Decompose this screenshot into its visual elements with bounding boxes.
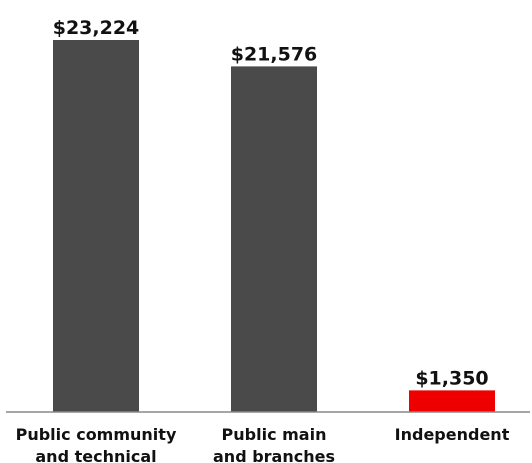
value-labels-group: $23,224 $21,576 $1,350 (53, 17, 489, 389)
x-tick-label-1-line-0: Public main (222, 425, 327, 444)
bars-group (53, 40, 495, 412)
bar-2 (409, 390, 495, 412)
value-label-2: $1,350 (415, 367, 488, 389)
x-tick-label-0-line-0: Public community (16, 425, 177, 444)
x-tick-label-0-line-1: and technical (35, 447, 156, 463)
bar-0 (53, 40, 139, 412)
x-tick-labels-group: Public community and technical Public main… (16, 425, 510, 463)
x-tick-label-2-line-0: Independent (395, 425, 510, 444)
value-label-0: $23,224 (53, 17, 140, 39)
x-tick-label-1-line-1: and branches (213, 447, 335, 463)
bar-1 (231, 66, 317, 412)
value-label-1: $21,576 (231, 43, 318, 65)
